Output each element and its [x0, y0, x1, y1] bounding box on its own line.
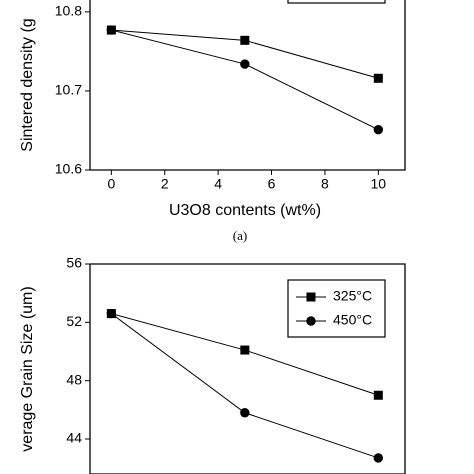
- series-line: [111, 29, 379, 131]
- marker: [373, 124, 384, 135]
- x-tick-label: 10: [371, 176, 387, 192]
- legend-label: 450°C: [333, 312, 372, 328]
- x-tick-label: 2: [161, 176, 169, 192]
- marker: [240, 345, 250, 355]
- legend-box: [287, 0, 386, 4]
- y-axis-label: Sintered density (g: [19, 18, 36, 151]
- marker: [373, 453, 384, 463]
- legend-box: [287, 279, 386, 338]
- legend-label: 325°C: [333, 288, 372, 304]
- marker: [373, 73, 383, 83]
- marker: [240, 35, 250, 45]
- marker: [106, 25, 117, 35]
- y-tick-label: 48: [66, 371, 82, 387]
- y-tick-label: 10.8: [55, 3, 82, 19]
- marker: [306, 316, 316, 326]
- marker: [306, 292, 316, 302]
- x-tick-label: 8: [321, 176, 329, 192]
- x-tick-label: 0: [107, 176, 115, 192]
- marker: [106, 308, 117, 319]
- y-tick-label: 10.6: [55, 161, 82, 177]
- y-tick-label: 44: [66, 430, 82, 446]
- x-axis-label: U3O8 contents (wt%): [169, 202, 321, 219]
- marker: [373, 390, 383, 400]
- x-tick-label: 6: [268, 176, 276, 192]
- marker: [240, 408, 250, 418]
- axis-frame: [89, 263, 406, 474]
- y-axis-label: verage Grain Size (um): [19, 286, 36, 451]
- y-tick-label: 52: [66, 313, 82, 329]
- marker: [240, 59, 250, 69]
- x-tick-label: 4: [214, 176, 222, 192]
- y-tick-label: 10.7: [55, 82, 82, 98]
- axis-frame: [89, 0, 406, 171]
- caption: (a): [233, 228, 247, 243]
- y-tick-label: 56: [66, 255, 82, 271]
